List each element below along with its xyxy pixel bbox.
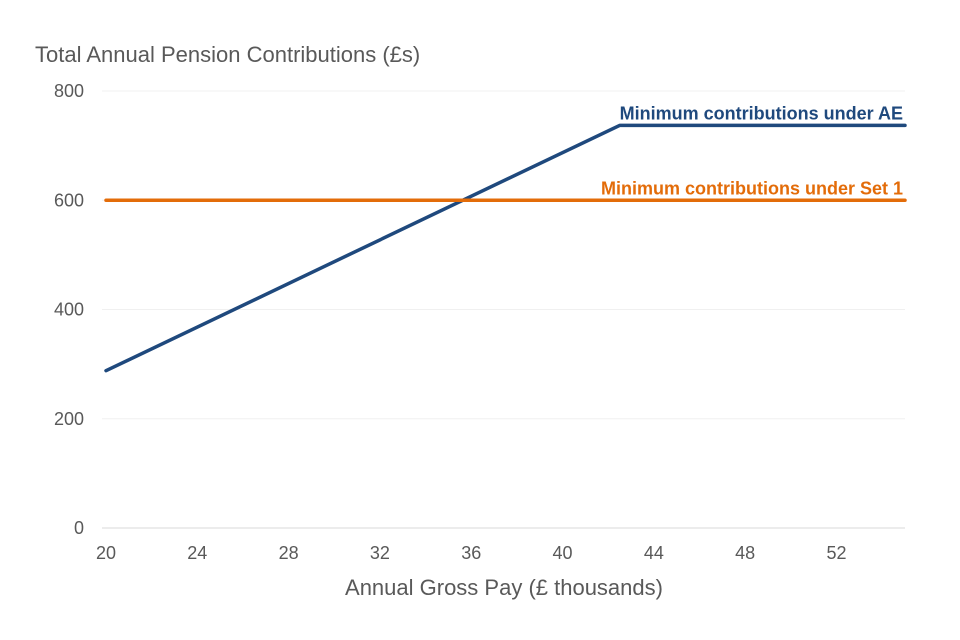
x-tick-label-48: 48 [735,543,755,563]
x-tick-label-36: 36 [461,543,481,563]
y-tick-label-200: 200 [54,409,84,429]
x-tick-label-52: 52 [826,543,846,563]
x-axis-title: Annual Gross Pay (£ thousands) [345,575,663,600]
x-axis-ticks: 20 24 28 32 36 40 44 48 52 [96,543,847,563]
y-axis-title: Total Annual Pension Contributions (£s) [35,42,420,67]
y-tick-label-600: 600 [54,190,84,210]
series-label-2: Minimum contributions under Set 1 [601,178,903,198]
x-tick-label-20: 20 [96,543,116,563]
gridlines [102,90,905,420]
x-tick-label-28: 28 [279,543,299,563]
x-tick-label-32: 32 [370,543,390,563]
series-group: Minimum contributions under AE Minimum co… [104,103,907,373]
series-line-1 [104,123,907,373]
y-tick-label-800: 800 [54,81,84,101]
series-label-1: Minimum contributions under AE [620,103,903,123]
y-tick-label-0: 0 [74,518,84,538]
y-tick-label-400: 400 [54,300,84,320]
x-tick-label-40: 40 [553,543,573,563]
x-tick-label-44: 44 [644,543,664,563]
x-tick-label-24: 24 [187,543,207,563]
y-axis-ticks: 0 200 400 600 800 [54,81,84,538]
